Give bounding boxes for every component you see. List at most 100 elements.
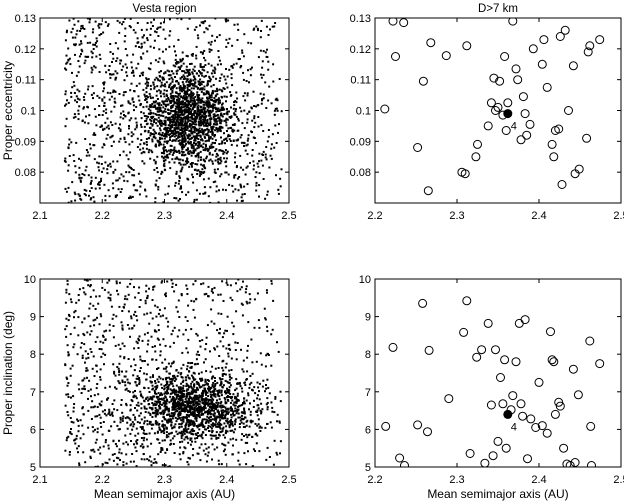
data-point — [113, 97, 116, 100]
data-point — [96, 316, 98, 319]
data-point — [213, 72, 216, 74]
data-point — [223, 132, 225, 135]
data-point — [175, 430, 178, 433]
data-point — [214, 129, 217, 132]
data-point — [118, 451, 121, 454]
data-point — [184, 400, 187, 403]
data-point — [205, 402, 208, 405]
data-point — [213, 286, 216, 289]
data-point — [207, 92, 210, 95]
data-point — [186, 75, 189, 78]
data-point — [221, 427, 224, 430]
data-point — [113, 453, 116, 455]
data-point — [66, 99, 68, 102]
data-point — [170, 125, 173, 128]
data-point — [205, 420, 208, 423]
data-point — [249, 161, 251, 164]
data-point — [232, 437, 235, 440]
data-point — [179, 391, 182, 393]
data-point — [493, 102, 503, 112]
data-point — [144, 302, 147, 305]
data-point — [151, 384, 154, 387]
data-point — [118, 362, 121, 365]
data-point — [259, 92, 262, 95]
data-point — [204, 93, 207, 96]
data-point — [168, 376, 171, 379]
data-point — [187, 404, 190, 407]
data-point — [210, 400, 213, 403]
data-point — [154, 414, 157, 417]
data-point — [120, 104, 122, 107]
data-point — [201, 339, 204, 342]
data-point — [65, 439, 68, 442]
data-point — [196, 134, 199, 137]
data-point — [112, 73, 115, 76]
data-point — [154, 422, 157, 425]
data-point — [190, 154, 193, 157]
data-point — [192, 122, 195, 125]
data-point — [90, 50, 93, 53]
data-point — [178, 175, 181, 178]
data-point — [208, 75, 211, 78]
data-point — [231, 44, 234, 47]
data-point — [158, 375, 161, 378]
data-point — [135, 384, 138, 387]
data-point — [257, 418, 260, 421]
data-point — [100, 177, 103, 180]
data-point — [222, 426, 225, 429]
data-point — [154, 415, 157, 418]
data-point — [181, 395, 184, 398]
data-point — [94, 187, 97, 190]
data-point — [184, 131, 187, 134]
data-point — [272, 80, 275, 83]
data-point — [114, 374, 117, 377]
data-point — [113, 372, 116, 375]
data-point — [124, 141, 127, 144]
data-point — [166, 413, 169, 416]
data-point — [190, 62, 193, 65]
data-point — [179, 66, 182, 69]
data-point — [186, 162, 189, 165]
data-point — [187, 107, 190, 110]
data-point — [134, 117, 137, 120]
data-point — [116, 409, 119, 412]
data-point — [220, 394, 223, 397]
data-point — [177, 199, 180, 202]
data-point — [195, 85, 198, 88]
data-point — [98, 348, 101, 350]
data-point — [76, 447, 79, 450]
data-point — [82, 451, 85, 454]
data-point — [149, 106, 152, 109]
data-point — [183, 112, 186, 115]
data-point — [160, 122, 163, 125]
data-point — [152, 286, 155, 289]
data-point — [191, 430, 194, 432]
data-point — [175, 61, 178, 64]
data-point — [253, 126, 256, 129]
data-point — [110, 413, 113, 416]
data-point — [180, 116, 183, 119]
data-point — [149, 88, 152, 91]
data-point — [176, 99, 178, 102]
data-point — [277, 192, 280, 195]
data-point — [214, 115, 216, 118]
data-point — [246, 165, 249, 168]
data-point — [112, 439, 115, 442]
data-point — [114, 196, 117, 199]
data-point — [239, 385, 242, 388]
data-point — [164, 155, 167, 158]
data-point — [255, 184, 258, 187]
data-point — [169, 120, 172, 123]
data-point — [227, 352, 230, 355]
data-point — [201, 401, 204, 404]
data-point — [114, 344, 117, 347]
data-point — [88, 114, 91, 117]
data-point — [66, 279, 69, 282]
data-point — [122, 442, 125, 445]
data-point — [168, 84, 171, 87]
data-point — [240, 421, 243, 424]
data-point — [109, 43, 112, 45]
data-point — [166, 280, 169, 283]
data-point — [247, 134, 250, 137]
data-point — [193, 151, 195, 153]
